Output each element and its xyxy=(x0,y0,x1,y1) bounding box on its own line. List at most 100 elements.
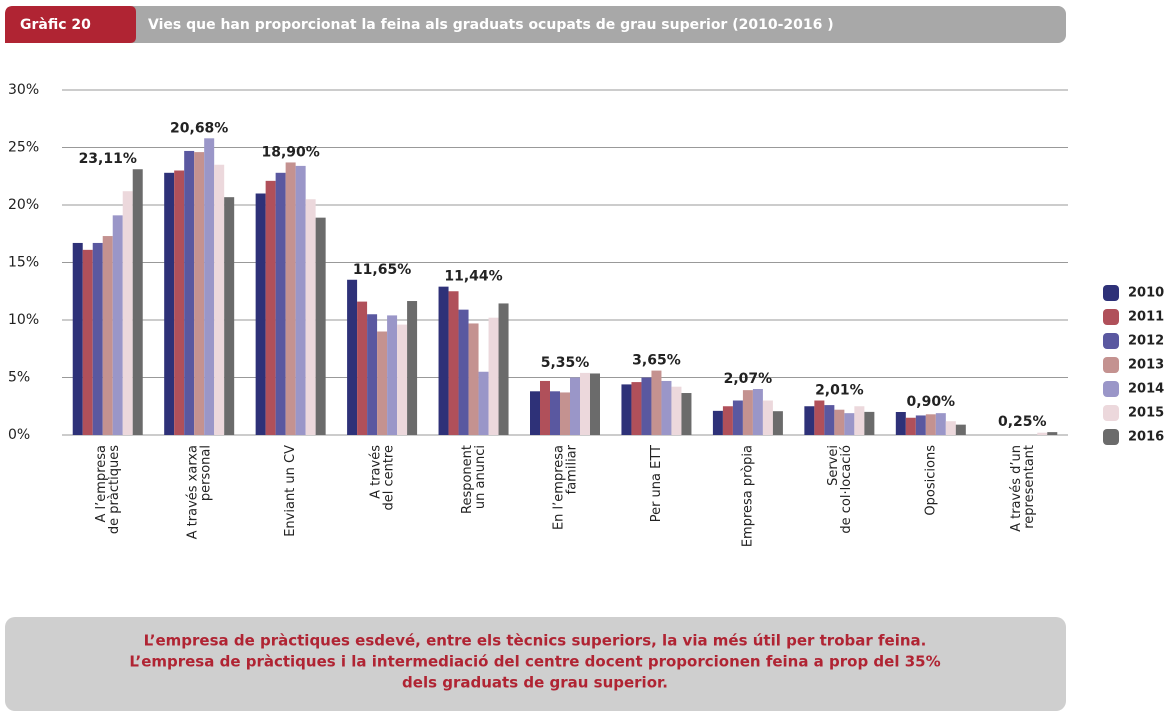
header-label-box xyxy=(5,6,136,43)
bar xyxy=(82,249,93,435)
bar xyxy=(804,406,815,435)
bar xyxy=(468,323,479,435)
bar xyxy=(164,172,175,436)
legend-swatch xyxy=(1103,405,1119,421)
legend-swatch xyxy=(1103,429,1119,445)
value-label: 11,65% xyxy=(353,262,411,278)
value-label: 11,44% xyxy=(444,269,502,285)
legend-swatch xyxy=(1103,381,1119,397)
bar xyxy=(631,382,642,435)
legend-label: 2014 xyxy=(1128,382,1164,397)
bar xyxy=(590,373,600,435)
bar xyxy=(224,197,235,435)
legend-swatch xyxy=(1103,285,1119,301)
bar xyxy=(295,165,306,435)
bar xyxy=(498,303,509,435)
bar xyxy=(377,331,388,435)
x-tick-label: A l’empresade pràctiques xyxy=(94,445,122,534)
bar xyxy=(265,180,276,435)
value-label: 2,01% xyxy=(815,383,864,399)
bar xyxy=(357,301,368,435)
bar xyxy=(214,164,225,435)
bar xyxy=(438,286,449,435)
bar xyxy=(488,317,499,435)
value-label: 0,25% xyxy=(998,414,1047,430)
legend-label: 2015 xyxy=(1128,406,1164,421)
x-tick-label: Per una ETT xyxy=(649,445,664,522)
bar xyxy=(661,380,672,435)
y-tick-label: 5% xyxy=(8,370,30,386)
legend-label: 2012 xyxy=(1128,334,1164,349)
bar xyxy=(347,279,358,435)
x-tick-label: A través xarxapersonal xyxy=(185,445,213,539)
bar xyxy=(92,242,103,435)
x-tick-label: Empresa pròpia xyxy=(740,445,755,547)
bar xyxy=(864,411,875,435)
bar xyxy=(204,138,215,436)
bar xyxy=(814,400,825,435)
value-label: 18,90% xyxy=(261,144,319,160)
bar xyxy=(570,377,580,435)
header-bar xyxy=(5,6,1066,43)
legend-swatch xyxy=(1103,309,1119,325)
bar xyxy=(72,242,83,435)
bar xyxy=(651,370,662,435)
bar xyxy=(397,324,408,435)
legend-label: 2013 xyxy=(1128,358,1164,373)
y-tick-label: 30% xyxy=(8,82,39,98)
value-label: 3,65% xyxy=(632,353,681,369)
bar xyxy=(285,162,296,435)
chart-title: Vies que han proporcionat la feina als g… xyxy=(148,17,834,33)
y-tick-label: 10% xyxy=(8,312,39,328)
bar xyxy=(732,400,743,435)
x-tick-label: En l’empresafamiliar xyxy=(551,444,579,530)
bar xyxy=(671,386,682,435)
bar xyxy=(772,411,783,435)
x-tick-label: Responentun anunci xyxy=(460,445,488,514)
bar xyxy=(1037,432,1048,435)
x-tick-label: A travésdel centre xyxy=(368,445,396,511)
bar xyxy=(530,391,540,435)
legend-swatch xyxy=(1103,333,1119,349)
bar xyxy=(275,172,286,436)
value-label: 0,90% xyxy=(907,394,956,410)
bar xyxy=(945,421,956,435)
bar xyxy=(955,424,966,435)
bar xyxy=(935,413,946,435)
bar xyxy=(915,415,926,435)
bar xyxy=(621,384,632,435)
x-tick-label: A través d’unrepresentant xyxy=(1008,445,1036,532)
legend-label: 2010 xyxy=(1128,286,1164,301)
bar xyxy=(844,413,855,435)
value-label: 20,68% xyxy=(170,120,228,136)
value-label: 23,11% xyxy=(79,151,137,167)
bar xyxy=(762,400,773,435)
bar xyxy=(102,236,113,435)
bar xyxy=(387,315,398,435)
bar xyxy=(255,193,266,435)
bar xyxy=(315,217,326,435)
legend-label: 2011 xyxy=(1128,310,1164,325)
bar xyxy=(367,314,378,435)
x-tick-label: Serveide col·locació xyxy=(825,445,853,534)
bar xyxy=(641,377,652,435)
bar xyxy=(112,215,123,435)
bar xyxy=(722,406,733,435)
footnote-line: dels graduats de grau superior. xyxy=(402,674,668,692)
value-label: 5,35% xyxy=(541,355,590,371)
bar xyxy=(122,191,133,435)
bar xyxy=(712,410,723,435)
y-tick-label: 0% xyxy=(8,427,30,443)
bar xyxy=(174,170,185,435)
y-tick-label: 20% xyxy=(8,197,39,213)
legend-label: 2016 xyxy=(1128,430,1164,445)
footnote-line: L’empresa de pràctiques esdevé, entre el… xyxy=(144,632,927,650)
bar xyxy=(834,409,845,435)
bar xyxy=(407,301,418,435)
bar xyxy=(1047,432,1058,435)
chart-label: Gràfic 20 xyxy=(20,17,91,33)
bar xyxy=(854,406,865,435)
legend-swatch xyxy=(1103,357,1119,373)
bar xyxy=(184,150,195,435)
